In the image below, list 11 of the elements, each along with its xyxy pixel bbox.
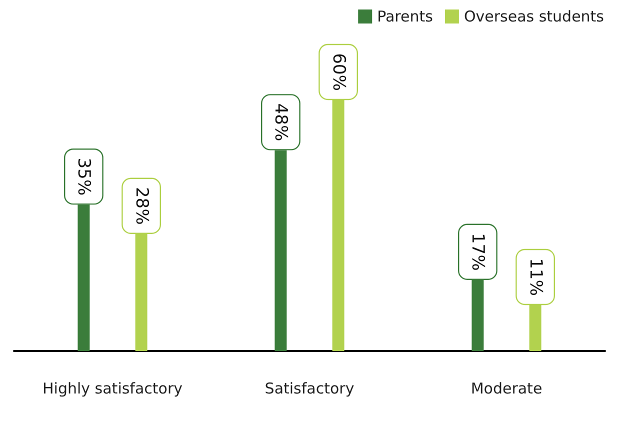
data-label: 17% xyxy=(468,232,488,271)
data-label: 28% xyxy=(131,186,152,225)
data-label: 11% xyxy=(525,258,546,296)
legend-label: Parents xyxy=(377,8,434,26)
x-tick-label: Moderate xyxy=(470,380,542,398)
legend-label: Overseas students xyxy=(464,8,604,26)
data-label: 35% xyxy=(74,158,94,196)
data-label: 60% xyxy=(328,53,348,91)
x-tick-label: Satisfactory xyxy=(264,380,354,398)
x-tick-label: Highly satisfactory xyxy=(42,380,183,398)
data-label: 48% xyxy=(270,103,291,142)
